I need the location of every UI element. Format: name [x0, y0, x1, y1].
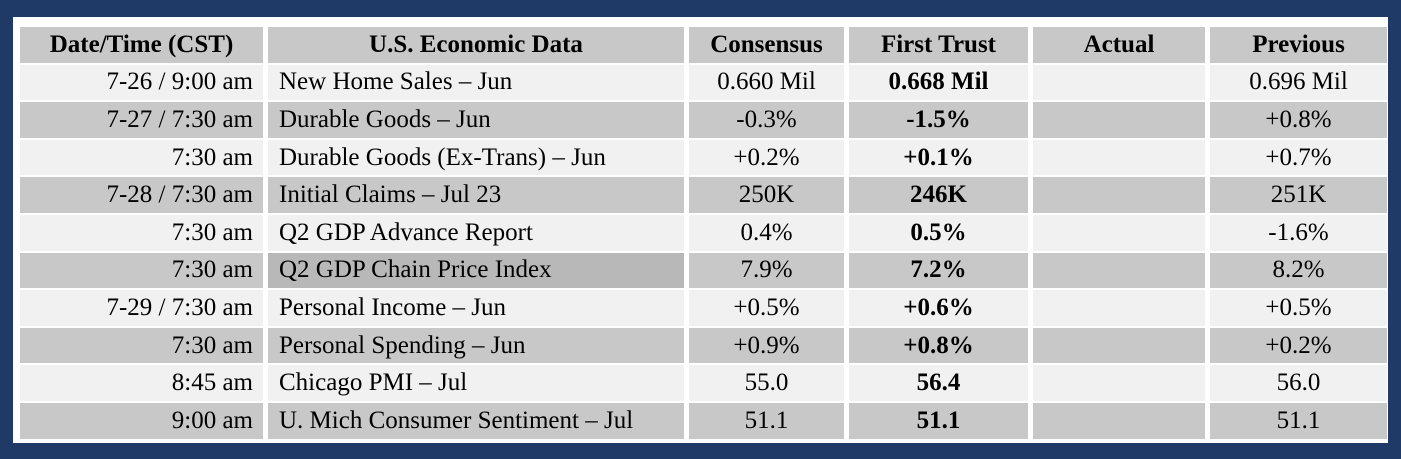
cell-date: 7-29 / 7:30 am: [20, 290, 263, 326]
cell-first-trust: 56.4: [849, 365, 1028, 401]
cell-previous: -1.6%: [1210, 214, 1387, 251]
cell-first-trust: +0.8%: [849, 327, 1028, 364]
table-row: 7:30 am Personal Spending – Jun +0.9% +0…: [20, 327, 1387, 365]
cell-indicator: Chicago PMI – Jul: [268, 365, 684, 401]
cell-date: 7:30 am: [20, 214, 263, 251]
cell-consensus: +0.5%: [689, 290, 844, 326]
table-row: 7:30 am Q2 GDP Chain Price Index 7.9% 7.…: [20, 252, 1387, 290]
cell-actual: [1033, 252, 1205, 289]
cell-previous: 56.0: [1210, 365, 1387, 401]
cell-date: 8:45 am: [20, 365, 263, 401]
table-row: 8:45 am Chicago PMI – Jul 55.0 56.4 56.0: [20, 364, 1387, 402]
cell-previous: +0.8%: [1210, 102, 1387, 138]
cell-previous: +0.7%: [1210, 139, 1387, 176]
cell-indicator: Initial Claims – Jul 23: [268, 177, 684, 213]
cell-indicator: Q2 GDP Advance Report: [268, 214, 684, 251]
cell-indicator: New Home Sales – Jun: [268, 64, 684, 101]
cell-date: 7:30 am: [20, 327, 263, 364]
cell-first-trust: 246K: [849, 177, 1028, 213]
table-row: 7-26 / 9:00 am New Home Sales – Jun 0.66…: [20, 64, 1387, 102]
cell-previous: 8.2%: [1210, 252, 1387, 289]
cell-actual: [1033, 102, 1205, 138]
cell-indicator: U. Mich Consumer Sentiment – Jul: [268, 402, 684, 439]
cell-consensus: 0.4%: [689, 214, 844, 251]
cell-first-trust: 0.668 Mil: [849, 64, 1028, 101]
cell-consensus: +0.2%: [689, 139, 844, 176]
header-first-trust: First Trust: [849, 27, 1028, 63]
cell-actual: [1033, 402, 1205, 439]
cell-date: 7-28 / 7:30 am: [20, 177, 263, 213]
cell-actual: [1033, 64, 1205, 101]
cell-consensus: +0.9%: [689, 327, 844, 364]
header-consensus: Consensus: [689, 27, 844, 63]
header-actual: Actual: [1033, 27, 1205, 63]
cell-date: 7:30 am: [20, 139, 263, 176]
cell-indicator: Personal Income – Jun: [268, 290, 684, 326]
header-previous: Previous: [1210, 27, 1387, 63]
header-economic-data: U.S. Economic Data: [268, 27, 684, 63]
header-date: Date/Time (CST): [20, 27, 263, 63]
table-row: 7:30 am Durable Goods (Ex-Trans) – Jun +…: [20, 139, 1387, 177]
cell-date: 7-27 / 7:30 am: [20, 102, 263, 138]
cell-actual: [1033, 290, 1205, 326]
economic-calendar-table: Date/Time (CST) U.S. Economic Data Conse…: [13, 17, 1388, 443]
cell-consensus: -0.3%: [689, 102, 844, 138]
cell-first-trust: 7.2%: [849, 252, 1028, 289]
table-row: 9:00 am U. Mich Consumer Sentiment – Jul…: [20, 402, 1387, 440]
cell-indicator: Durable Goods – Jun: [268, 102, 684, 138]
cell-consensus: 250K: [689, 177, 844, 213]
table-row: 7-28 / 7:30 am Initial Claims – Jul 23 2…: [20, 176, 1387, 214]
cell-consensus: 51.1: [689, 402, 844, 439]
cell-consensus: 7.9%: [689, 252, 844, 289]
cell-actual: [1033, 327, 1205, 364]
table-row: 7-29 / 7:30 am Personal Income – Jun +0.…: [20, 289, 1387, 327]
cell-consensus: 0.660 Mil: [689, 64, 844, 101]
cell-previous: +0.5%: [1210, 290, 1387, 326]
cell-first-trust: 51.1: [849, 402, 1028, 439]
cell-date: 9:00 am: [20, 402, 263, 439]
cell-previous: +0.2%: [1210, 327, 1387, 364]
cell-first-trust: +0.6%: [849, 290, 1028, 326]
table-row: 7:30 am Q2 GDP Advance Report 0.4% 0.5% …: [20, 214, 1387, 252]
cell-date: 7:30 am: [20, 252, 263, 289]
table-header-row: Date/Time (CST) U.S. Economic Data Conse…: [20, 26, 1387, 64]
cell-consensus: 55.0: [689, 365, 844, 401]
cell-previous: 251K: [1210, 177, 1387, 213]
cell-date: 7-26 / 9:00 am: [20, 64, 263, 101]
cell-actual: [1033, 365, 1205, 401]
cell-actual: [1033, 139, 1205, 176]
cell-indicator: Durable Goods (Ex-Trans) – Jun: [268, 139, 684, 176]
cell-first-trust: +0.1%: [849, 139, 1028, 176]
cell-indicator: Q2 GDP Chain Price Index: [268, 252, 684, 289]
cell-previous: 0.696 Mil: [1210, 64, 1387, 101]
cell-actual: [1033, 214, 1205, 251]
cell-actual: [1033, 177, 1205, 213]
table-row: 7-27 / 7:30 am Durable Goods – Jun -0.3%…: [20, 101, 1387, 139]
cell-indicator: Personal Spending – Jun: [268, 327, 684, 364]
cell-first-trust: 0.5%: [849, 214, 1028, 251]
cell-previous: 51.1: [1210, 402, 1387, 439]
cell-first-trust: -1.5%: [849, 102, 1028, 138]
